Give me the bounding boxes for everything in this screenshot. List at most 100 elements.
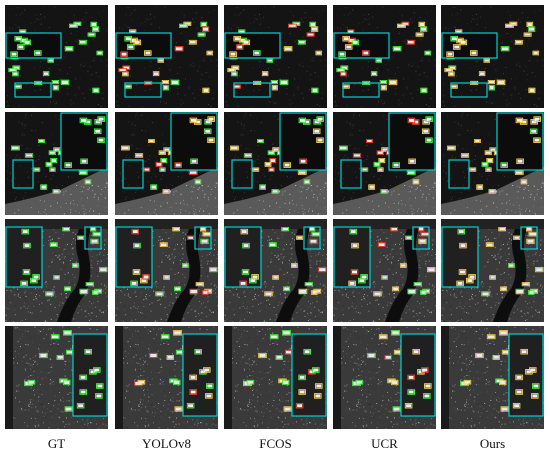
speckle — [531, 72, 533, 74]
speckle — [443, 178, 444, 180]
speckle — [297, 87, 298, 89]
speckle — [154, 283, 156, 285]
speckle — [116, 290, 118, 291]
speckle — [83, 21, 85, 23]
speckle — [164, 6, 166, 8]
land-speckle — [541, 182, 543, 184]
land-speckle — [425, 197, 427, 199]
speckle — [104, 244, 106, 246]
ship-target — [371, 72, 377, 76]
speckle — [311, 60, 313, 62]
detection-box — [170, 79, 180, 86]
inset-ship-target — [304, 120, 310, 124]
land-speckle — [179, 214, 181, 215]
speckle — [534, 76, 536, 77]
speckle — [26, 296, 28, 298]
speckle — [165, 231, 167, 233]
land-speckle — [195, 212, 197, 214]
speckle — [66, 297, 67, 299]
speckle — [127, 288, 128, 290]
speckle — [7, 178, 8, 180]
speckle — [71, 282, 73, 284]
speckle — [62, 236, 64, 238]
speckle — [339, 291, 341, 293]
speckle — [69, 263, 71, 265]
speckle — [181, 258, 183, 259]
speckle — [342, 178, 344, 180]
land-speckle — [73, 203, 75, 205]
speckle — [457, 124, 459, 126]
speckle — [537, 55, 539, 57]
speckle — [151, 302, 153, 304]
speckle — [59, 258, 61, 260]
speckle — [353, 290, 355, 292]
speckle — [346, 7, 348, 9]
zoom-source-region — [340, 159, 362, 189]
land-speckle — [90, 208, 92, 210]
speckle — [378, 178, 380, 180]
speckle — [293, 94, 295, 96]
speckle — [243, 124, 245, 126]
land-speckle — [398, 212, 400, 214]
land-speckle — [210, 193, 212, 195]
ship-target — [340, 146, 347, 150]
speckle — [426, 254, 428, 255]
speckle — [373, 308, 374, 310]
detection-box — [487, 80, 496, 85]
speckle — [473, 118, 474, 120]
speckle — [373, 78, 375, 80]
speckle — [336, 161, 337, 163]
speckle — [95, 243, 97, 245]
speckle — [48, 299, 49, 301]
land-speckle — [175, 190, 177, 192]
speckle — [209, 247, 211, 249]
ship-target — [280, 80, 288, 85]
speckle — [318, 311, 320, 313]
speckle — [432, 239, 434, 241]
speckle — [263, 16, 265, 18]
land-speckle — [514, 190, 516, 192]
speckle — [143, 85, 145, 87]
speckle — [162, 233, 164, 235]
speckle — [121, 291, 123, 293]
speckle — [239, 317, 241, 319]
land-speckle — [102, 194, 104, 196]
speckle — [120, 115, 122, 117]
speckle — [75, 261, 77, 263]
land-speckle — [393, 202, 395, 204]
land-speckle — [398, 203, 399, 205]
speckle — [383, 296, 385, 298]
speckle — [141, 130, 143, 132]
ship-target — [448, 146, 455, 150]
land-speckle — [523, 189, 525, 190]
land-speckle — [102, 190, 104, 192]
speckle — [361, 299, 363, 301]
detection-box — [64, 46, 74, 52]
sar-scene-svg — [224, 112, 327, 215]
speckle — [18, 7, 20, 9]
ship-target — [61, 80, 69, 85]
land-speckle — [373, 205, 375, 206]
ship-target — [50, 243, 57, 246]
land-speckle — [203, 196, 205, 198]
detection-box — [373, 162, 381, 167]
speckle — [455, 14, 457, 16]
detection-box — [38, 138, 45, 143]
speckle — [281, 248, 283, 250]
speckle — [89, 301, 90, 302]
speckle — [350, 198, 352, 200]
speckle — [124, 178, 126, 180]
speckle — [140, 307, 142, 309]
speckle — [79, 78, 81, 80]
detection-box — [380, 85, 387, 91]
speckle — [453, 26, 455, 28]
speckle — [44, 311, 46, 313]
speckle — [154, 321, 156, 322]
speckle — [434, 286, 436, 288]
speckle — [131, 12, 133, 14]
land-speckle — [384, 202, 386, 204]
speckle — [406, 87, 407, 89]
land-speckle — [214, 184, 216, 186]
land-speckle — [398, 193, 400, 195]
land-speckle — [320, 203, 322, 205]
